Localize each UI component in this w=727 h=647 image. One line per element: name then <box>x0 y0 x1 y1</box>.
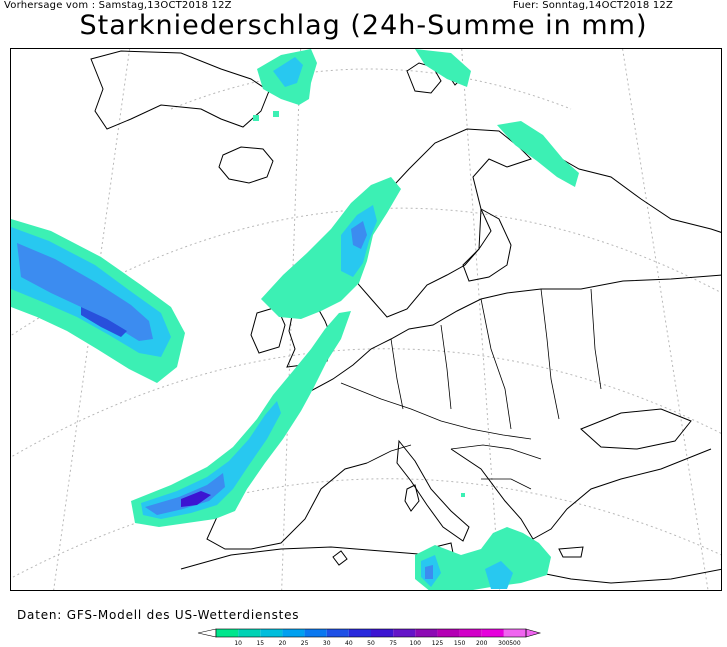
continent-outline <box>306 274 721 394</box>
legend-swatch <box>260 629 283 637</box>
map-canvas <box>11 49 721 590</box>
legend-swatch <box>326 629 349 637</box>
precip-atlantic-very-heavy <box>81 307 127 337</box>
legend-swatch <box>459 629 482 637</box>
precip-iberia-extreme <box>181 491 211 507</box>
legend-swatch <box>503 629 526 637</box>
scandinavia-outline <box>342 128 532 318</box>
legend-swatch <box>393 629 416 637</box>
legend-swatch <box>304 629 327 637</box>
svalbard-outline <box>406 62 442 94</box>
legend-tick-label: 10 <box>234 640 242 646</box>
forecast-from-label: Vorhersage vom : Samstag,13OCT2018 12Z <box>4 0 232 11</box>
legend-tick-label: 100 <box>410 640 422 646</box>
legend-swatch <box>481 629 504 637</box>
legend-tick-label: 20 <box>279 640 287 646</box>
legend-swatch <box>415 629 438 637</box>
legend-tick-label: 500 <box>509 640 521 646</box>
precip-atlantic-heavy <box>17 243 153 341</box>
precip-med-light <box>415 527 551 590</box>
precip-greenland-medium <box>273 57 303 87</box>
legend-colorbar: 10 15 20 25 30 40 50 75 100 125 150 200 300 500 <box>197 628 542 646</box>
legend-tick-label: 300 <box>498 640 510 646</box>
legend-swatch <box>371 629 394 637</box>
legend-tick-label: 30 <box>323 640 331 646</box>
legend-swatch <box>216 629 239 637</box>
map-title: Starkniederschlag (24h-Summe in mm) <box>79 10 648 41</box>
legend-tick-label: 50 <box>367 640 375 646</box>
iceland-outline <box>218 146 274 184</box>
legend-tick-label: 25 <box>301 640 309 646</box>
precipitation-legend: 10 15 20 25 30 40 50 75 100 125 150 200 300 500 <box>196 626 542 646</box>
black-sea-outline <box>580 408 692 450</box>
legend-tick-label: 125 <box>432 640 444 646</box>
precipitation-map <box>10 48 722 591</box>
legend-arrow-high <box>525 628 542 638</box>
legend-swatch <box>238 629 261 637</box>
legend-tick-label: 150 <box>454 640 466 646</box>
data-source-label: Daten: GFS-Modell des US-Wetterdienstes <box>17 608 300 622</box>
legend-tick-label: 40 <box>345 640 353 646</box>
legend-swatch <box>437 629 460 637</box>
legend-swatch <box>348 629 371 637</box>
legend-tick-label: 15 <box>256 640 264 646</box>
italy-outline <box>396 439 470 542</box>
precipitation-areas <box>11 49 579 590</box>
valid-for-label: Fuer: Sonntag,14OCT2018 12Z <box>512 0 673 11</box>
legend-arrow-low <box>197 628 217 638</box>
legend-tick-label: 200 <box>476 640 488 646</box>
greenland-outline <box>90 50 270 130</box>
legend-tick-label: 75 <box>389 640 397 646</box>
precip-barents-light <box>497 121 579 187</box>
precip-norway-heavy <box>351 221 367 249</box>
legend-swatch <box>282 629 305 637</box>
precip-norway-light <box>261 177 401 319</box>
precip-iberia-heavy <box>145 473 225 515</box>
legend-outline <box>215 628 527 638</box>
